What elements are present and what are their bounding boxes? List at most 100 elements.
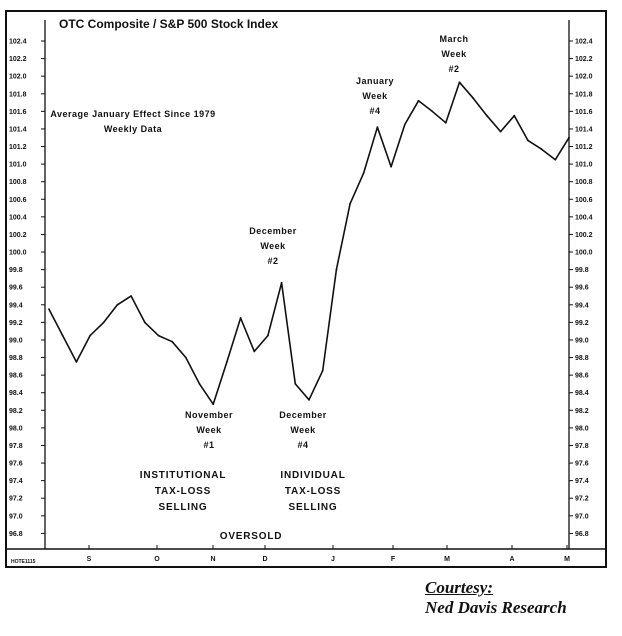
- chart-title: OTC Composite / S&P 500 Stock Index: [59, 17, 278, 31]
- data-point: [61, 334, 64, 337]
- y-tick-label-right: 96.8: [575, 531, 589, 538]
- y-tick-label-left: 100.2: [9, 232, 27, 239]
- y-tick-label-right: 100.0: [575, 250, 593, 257]
- y-tick-label-left: 101.6: [9, 109, 27, 116]
- data-point: [89, 334, 91, 337]
- annotation-label: Week: [362, 91, 388, 101]
- data-point: [486, 114, 488, 117]
- y-tick-label-left: 101.0: [9, 162, 27, 169]
- x-month-label: S: [87, 556, 92, 563]
- annotation-label: SELLING: [289, 502, 338, 513]
- credit-courtesy: Courtesy:: [425, 578, 493, 597]
- data-point: [226, 361, 228, 363]
- data-point: [171, 340, 174, 343]
- x-month-label: M: [444, 556, 450, 563]
- annotation-label: January: [356, 76, 394, 86]
- x-month-label: D: [262, 556, 267, 563]
- x-month-label: N: [210, 556, 215, 563]
- data-point: [75, 361, 78, 363]
- y-tick-label-right: 99.4: [575, 302, 589, 309]
- y-tick-label-left: 99.0: [9, 337, 23, 344]
- y-tick-label-right: 97.0: [575, 513, 589, 520]
- y-tick-label-left: 102.2: [9, 56, 27, 63]
- chart-frame: OTC Composite / S&P 500 Stock Index HOTE…: [5, 10, 607, 568]
- annotation-label: Week: [441, 49, 467, 59]
- x-month-label: M: [564, 556, 570, 563]
- y-tick-label-right: 101.0: [575, 162, 593, 169]
- y-tick-label-right: 98.0: [575, 425, 589, 432]
- x-month-label: O: [154, 556, 160, 563]
- y-tick-label-left: 100.0: [9, 250, 27, 257]
- y-tick-label-left: 101.4: [9, 126, 27, 133]
- data-point: [198, 383, 201, 385]
- data-point: [308, 398, 310, 401]
- y-tick-label-right: 102.2: [575, 56, 593, 63]
- data-point: [403, 123, 406, 126]
- x-month-label: J: [331, 556, 335, 563]
- y-tick-label-left: 99.4: [9, 302, 23, 309]
- annotation-layer: Average January Effect Since 1979 Weekly …: [50, 34, 468, 542]
- y-tick-label-right: 99.2: [575, 320, 589, 327]
- y-tick-label-right: 97.4: [575, 478, 589, 485]
- annotation-label: TAX-LOSS: [285, 486, 341, 497]
- data-point: [212, 403, 215, 406]
- data-point: [513, 114, 516, 117]
- credit-block: Courtesy: Ned Davis Research: [425, 578, 615, 618]
- chart-subtitle-line: Weekly Data: [104, 124, 163, 134]
- data-point: [568, 136, 570, 139]
- y-tick-label-left: 97.8: [9, 443, 23, 450]
- data-point: [130, 295, 132, 297]
- y-tick-label-right: 101.8: [575, 91, 593, 98]
- data-point: [253, 350, 256, 353]
- x-month-label: A: [509, 556, 514, 563]
- data-point: [540, 148, 543, 151]
- data-point: [102, 321, 105, 324]
- annotation-label: March: [439, 34, 468, 44]
- data-point: [267, 334, 269, 337]
- y-tick-label-left: 100.4: [9, 214, 27, 221]
- y-tick-label-left: 99.6: [9, 285, 23, 292]
- data-point: [335, 268, 338, 271]
- annotation-label: Week: [290, 425, 316, 435]
- y-tick-label-left: 98.0: [9, 425, 23, 432]
- y-tick-label-left: 100.6: [9, 197, 27, 204]
- y-tick-label-right: 102.0: [575, 74, 593, 81]
- y-tick-label-right: 101.6: [575, 109, 593, 116]
- y-tick-label-left: 102.4: [9, 39, 27, 46]
- data-point: [472, 97, 475, 100]
- data-point: [376, 126, 379, 129]
- y-tick-label-left: 99.8: [9, 267, 23, 274]
- annotation-label: Week: [196, 425, 222, 435]
- data-point: [458, 81, 461, 84]
- y-tick-label-left: 98.8: [9, 355, 23, 362]
- data-point: [499, 130, 502, 133]
- data-point: [157, 334, 160, 337]
- y-tick-label-left: 97.0: [9, 513, 23, 520]
- annotation-label: #4: [369, 106, 380, 116]
- data-point: [431, 110, 434, 113]
- data-point: [143, 321, 146, 324]
- x-code-label: HOTE1115: [11, 559, 36, 565]
- y-tick-label-right: 101.2: [575, 144, 593, 151]
- annotation-label: #2: [267, 256, 278, 266]
- y-axis-layer: 96.8 96.8 97.0 97.0 97.2 97.2 97.4 97.4 97.6 97.6…: [9, 20, 593, 549]
- annotation-label: OVERSOLD: [220, 531, 283, 542]
- data-point: [184, 356, 187, 359]
- data-point: [390, 165, 392, 168]
- series-layer: [48, 81, 570, 406]
- y-tick-label-left: 98.6: [9, 373, 23, 380]
- annotation-label: SELLING: [159, 502, 208, 513]
- y-tick-label-right: 98.4: [575, 390, 589, 397]
- annotation-label: #1: [203, 440, 214, 450]
- y-tick-label-right: 100.4: [575, 214, 593, 221]
- y-tick-label-left: 99.2: [9, 320, 23, 327]
- y-tick-label-right: 98.8: [575, 355, 589, 362]
- x-month-label: F: [391, 556, 396, 563]
- data-point: [239, 317, 242, 319]
- y-tick-label-right: 98.6: [575, 373, 589, 380]
- y-tick-label-left: 97.6: [9, 461, 23, 468]
- data-point: [417, 99, 420, 102]
- y-tick-label-right: 100.2: [575, 232, 593, 239]
- y-tick-label-left: 98.4: [9, 390, 23, 397]
- annotation-label: TAX-LOSS: [155, 486, 211, 497]
